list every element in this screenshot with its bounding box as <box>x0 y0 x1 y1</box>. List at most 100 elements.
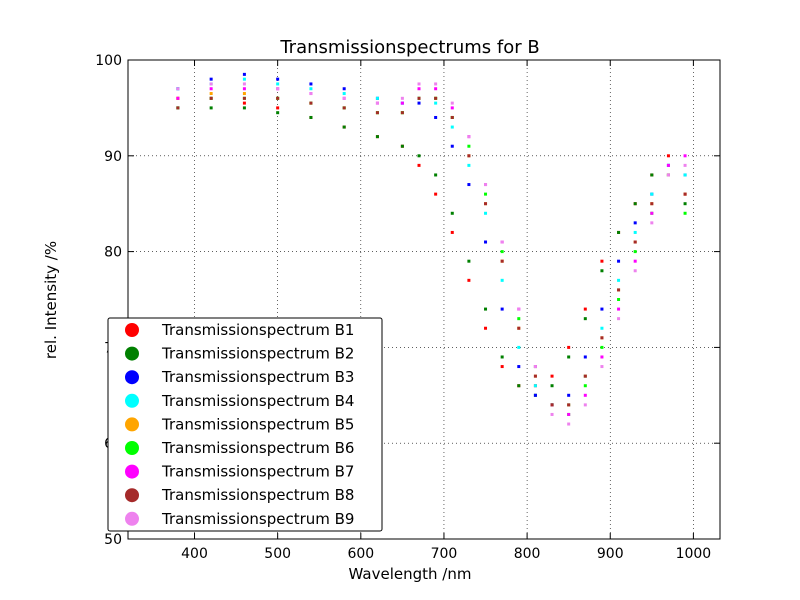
data-point <box>400 144 404 148</box>
data-point <box>209 96 213 100</box>
data-point <box>434 173 438 177</box>
data-point <box>176 96 180 100</box>
ticks: 40050060070080090010005060708090100 <box>95 53 720 562</box>
data-point <box>650 211 654 215</box>
data-point <box>375 135 379 139</box>
data-point <box>276 111 280 115</box>
data-point <box>517 384 521 388</box>
data-point <box>633 202 637 206</box>
data-point <box>242 96 246 100</box>
data-point <box>400 96 404 100</box>
data-point <box>484 211 488 215</box>
data-point <box>417 154 421 158</box>
data-point <box>600 336 604 340</box>
series-9 <box>176 82 687 426</box>
data-point <box>434 82 438 86</box>
data-point <box>342 106 346 110</box>
data-point <box>683 163 687 167</box>
data-point <box>683 202 687 206</box>
data-point <box>400 101 404 105</box>
data-point <box>567 422 571 426</box>
data-point <box>683 173 687 177</box>
data-point <box>450 125 454 129</box>
data-point <box>450 106 454 110</box>
data-point <box>500 307 504 311</box>
data-point <box>276 82 280 86</box>
legend: Transmissionspectrum B1 Transmissionspect… <box>107 317 383 532</box>
data-point <box>517 326 521 330</box>
data-point <box>533 393 537 397</box>
data-point <box>209 106 213 110</box>
legend-label: Transmissionspectrum B7 <box>161 463 354 481</box>
data-point <box>550 412 554 416</box>
x-tick-label: 700 <box>431 546 458 562</box>
data-point <box>467 278 471 282</box>
chart-title: Transmissionspectrums for B <box>279 37 539 58</box>
legend-label: Transmissionspectrum B2 <box>161 345 354 363</box>
data-point <box>567 403 571 407</box>
legend-label: Transmissionspectrum B1 <box>161 321 354 339</box>
data-point <box>567 355 571 359</box>
data-point <box>400 111 404 115</box>
legend-marker <box>125 346 139 361</box>
data-point <box>533 374 537 378</box>
y-axis-label: rel. Intensity /% <box>42 241 60 359</box>
data-point <box>617 230 621 234</box>
data-point <box>683 154 687 158</box>
data-point <box>342 96 346 100</box>
legend-label: Transmissionspectrum B4 <box>161 392 354 410</box>
y-tick-label: 90 <box>104 149 122 165</box>
data-point <box>450 144 454 148</box>
data-point <box>242 101 246 105</box>
data-point <box>484 183 488 187</box>
y-tick-label: 80 <box>104 245 122 261</box>
y-tick-label: 50 <box>104 532 122 548</box>
data-point <box>276 106 280 110</box>
data-point <box>600 345 604 349</box>
data-point <box>434 101 438 105</box>
data-point <box>467 154 471 158</box>
data-point <box>600 355 604 359</box>
legend-label: Transmissionspectrum B6 <box>161 439 354 457</box>
data-point <box>467 259 471 263</box>
data-point <box>666 163 670 167</box>
data-point <box>209 77 213 81</box>
data-point <box>342 125 346 129</box>
data-point <box>484 192 488 196</box>
data-point <box>484 326 488 330</box>
data-point <box>617 307 621 311</box>
data-point <box>450 211 454 215</box>
data-point <box>567 345 571 349</box>
data-point <box>417 163 421 167</box>
x-tick-label: 800 <box>514 546 541 562</box>
data-point <box>666 173 670 177</box>
x-tick-label: 1000 <box>676 546 712 562</box>
data-point <box>209 92 213 96</box>
data-point <box>450 230 454 234</box>
data-point <box>500 240 504 244</box>
data-point <box>617 278 621 282</box>
data-point <box>583 374 587 378</box>
x-tick-label: 500 <box>264 546 291 562</box>
data-point <box>600 259 604 263</box>
data-point <box>617 259 621 263</box>
data-point <box>500 365 504 369</box>
legend-marker <box>125 441 139 455</box>
legend-marker <box>125 370 139 385</box>
data-point <box>583 317 587 321</box>
data-point <box>650 221 654 225</box>
x-tick-label: 900 <box>597 546 624 562</box>
data-point <box>417 96 421 100</box>
data-point <box>417 101 421 105</box>
data-point <box>633 269 637 273</box>
legend-label: Transmissionspectrum B9 <box>161 510 354 528</box>
data-point <box>650 202 654 206</box>
data-point <box>633 240 637 244</box>
data-point <box>583 393 587 397</box>
data-point <box>500 278 504 282</box>
data-points <box>176 72 687 426</box>
data-point <box>434 192 438 196</box>
data-point <box>309 92 313 96</box>
